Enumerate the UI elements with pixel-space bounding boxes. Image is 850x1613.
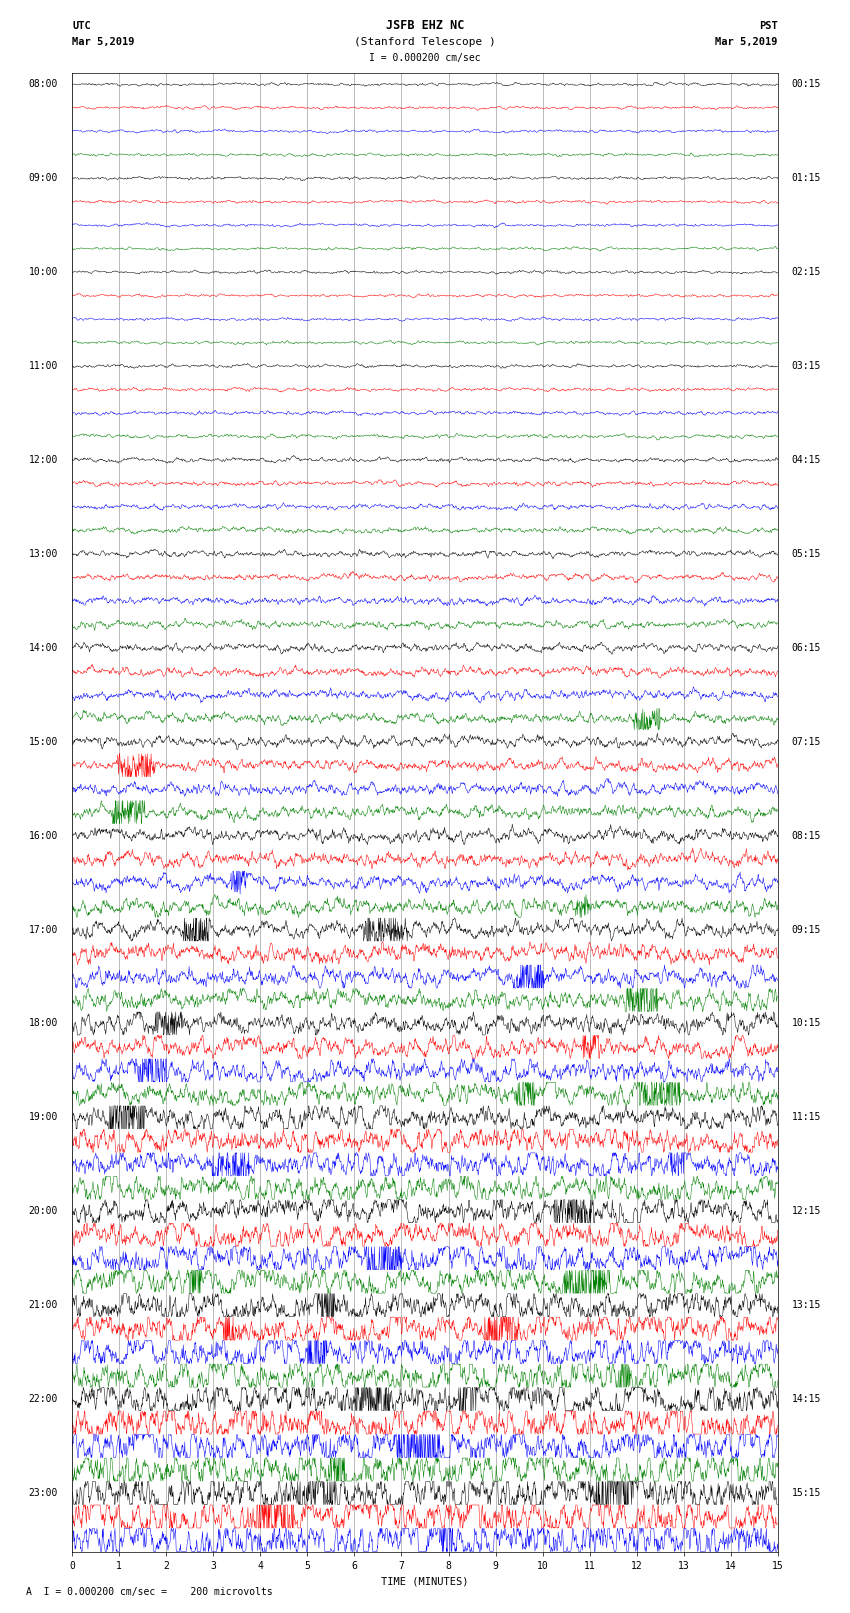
Text: 13:00: 13:00: [29, 548, 58, 558]
Text: 14:00: 14:00: [29, 644, 58, 653]
Text: 12:15: 12:15: [792, 1207, 821, 1216]
Text: 16:00: 16:00: [29, 831, 58, 840]
Text: 08:00: 08:00: [29, 79, 58, 89]
Text: 04:15: 04:15: [792, 455, 821, 465]
Text: 19:00: 19:00: [29, 1113, 58, 1123]
Text: 01:15: 01:15: [792, 173, 821, 184]
Text: 07:15: 07:15: [792, 737, 821, 747]
Text: JSFB EHZ NC: JSFB EHZ NC: [386, 19, 464, 32]
Text: 22:00: 22:00: [29, 1394, 58, 1403]
Text: 02:15: 02:15: [792, 268, 821, 277]
Text: 11:00: 11:00: [29, 361, 58, 371]
X-axis label: TIME (MINUTES): TIME (MINUTES): [382, 1576, 468, 1586]
Text: 10:15: 10:15: [792, 1018, 821, 1029]
Text: 21:00: 21:00: [29, 1300, 58, 1310]
Text: PST: PST: [759, 21, 778, 31]
Text: 10:00: 10:00: [29, 268, 58, 277]
Text: 03:15: 03:15: [792, 361, 821, 371]
Text: 15:15: 15:15: [792, 1489, 821, 1498]
Text: 11:15: 11:15: [792, 1113, 821, 1123]
Text: UTC: UTC: [72, 21, 91, 31]
Text: 14:15: 14:15: [792, 1394, 821, 1403]
Text: 23:00: 23:00: [29, 1489, 58, 1498]
Text: 08:15: 08:15: [792, 831, 821, 840]
Text: 06:15: 06:15: [792, 644, 821, 653]
Text: I = 0.000200 cm/sec: I = 0.000200 cm/sec: [369, 53, 481, 63]
Text: Mar 5,2019: Mar 5,2019: [715, 37, 778, 47]
Text: Mar 5,2019: Mar 5,2019: [72, 37, 135, 47]
Text: 15:00: 15:00: [29, 737, 58, 747]
Text: (Stanford Telescope ): (Stanford Telescope ): [354, 37, 496, 47]
Text: A  I = 0.000200 cm/sec =    200 microvolts: A I = 0.000200 cm/sec = 200 microvolts: [26, 1587, 272, 1597]
Text: 12:00: 12:00: [29, 455, 58, 465]
Text: 09:00: 09:00: [29, 173, 58, 184]
Text: 18:00: 18:00: [29, 1018, 58, 1029]
Text: 20:00: 20:00: [29, 1207, 58, 1216]
Text: 09:15: 09:15: [792, 924, 821, 934]
Text: 13:15: 13:15: [792, 1300, 821, 1310]
Text: 05:15: 05:15: [792, 548, 821, 558]
Text: 00:15: 00:15: [792, 79, 821, 89]
Text: 17:00: 17:00: [29, 924, 58, 934]
